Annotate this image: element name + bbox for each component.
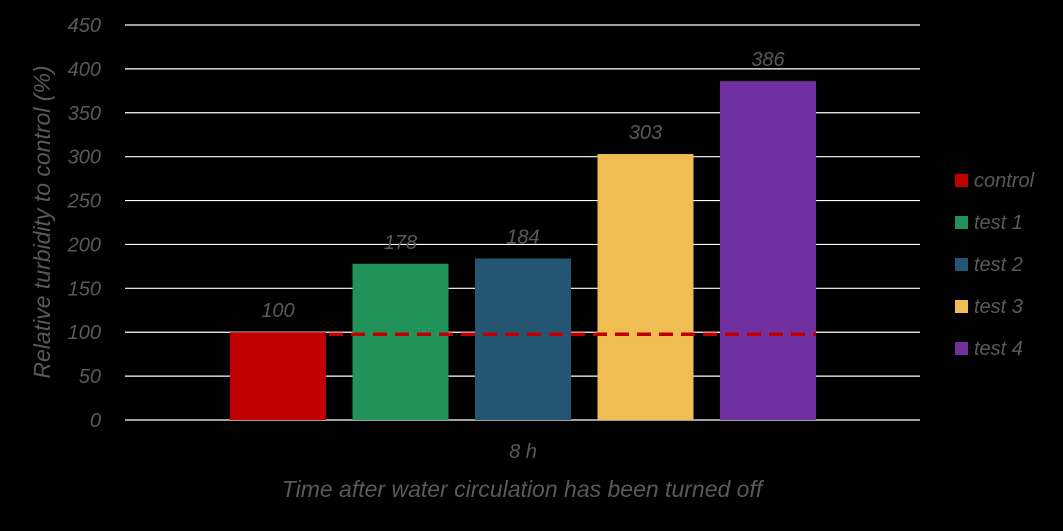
y-tick-label-350: 350 (68, 103, 101, 125)
y-tick-label-100: 100 (68, 322, 101, 344)
legend-label-test-3: test 3 (974, 296, 1023, 318)
legend-label-test-2: test 2 (974, 254, 1023, 276)
bar-test-1 (352, 263, 449, 420)
bar-control (230, 332, 326, 420)
bars (230, 81, 816, 421)
legend-swatch-test-2 (955, 258, 968, 271)
y-tick-label-250: 250 (67, 191, 101, 213)
legend-swatch-test-1 (955, 216, 968, 229)
legend-swatch-test-4 (955, 342, 968, 355)
x-axis-title: Time after water circulation has been tu… (282, 476, 765, 502)
data-label-test-3: 303 (629, 122, 662, 144)
data-label-test-1: 178 (384, 232, 417, 254)
bar-test-2 (475, 258, 571, 420)
data-labels: 100 178 184 303 386 (261, 49, 785, 322)
legend: control test 1 test 2 test 3 test 4 (955, 170, 1035, 360)
y-tick-label-0: 0 (90, 410, 101, 432)
y-tick-label-200: 200 (67, 234, 101, 256)
data-label-control: 100 (261, 300, 294, 322)
y-axis-tick-labels: 0 50 100 150 200 250 300 350 400 450 (67, 15, 101, 432)
bar-test-3 (597, 154, 694, 421)
legend-label-test-1: test 1 (974, 212, 1023, 234)
legend-swatch-test-3 (955, 300, 968, 313)
y-axis-title: Relative turbidity to control (%) (29, 65, 55, 378)
data-label-test-2: 184 (506, 226, 539, 248)
bar-test-4 (720, 81, 816, 420)
y-tick-label-400: 400 (68, 59, 101, 81)
x-tick-label: 8 h (509, 441, 537, 463)
y-tick-label-150: 150 (68, 278, 101, 300)
y-tick-label-50: 50 (79, 366, 101, 388)
y-tick-label-300: 300 (68, 147, 101, 169)
legend-label-control: control (974, 170, 1035, 192)
x-axis-tick-labels: 8 h (509, 441, 537, 463)
legend-swatch-control (955, 174, 968, 187)
y-tick-label-450: 450 (68, 15, 101, 37)
data-label-test-4: 386 (751, 49, 785, 71)
legend-label-test-4: test 4 (974, 338, 1023, 360)
